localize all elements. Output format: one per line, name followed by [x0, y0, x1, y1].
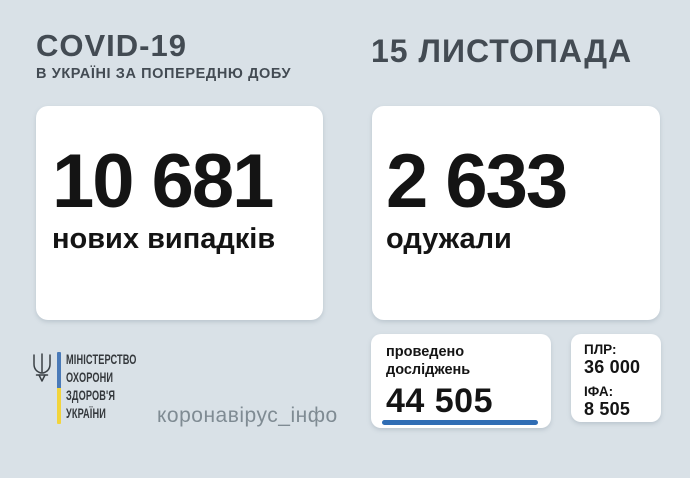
flag-blue-segment — [57, 352, 61, 388]
header-title-block: COVID-19 В УКРАЇНІ ЗА ПОПЕРЕДНЮ ДОБУ — [36, 28, 292, 82]
recovered-label: одужали — [386, 223, 512, 255]
recovered-value: 2 633 — [386, 139, 568, 224]
ministry-line-4: УКРАЇНИ — [65, 406, 106, 421]
flag-bar — [57, 352, 61, 424]
ifa-group: ІФА: 8 505 — [584, 384, 651, 419]
test-types-card: ПЛР: 36 000 ІФА: 8 505 — [571, 334, 661, 422]
recovered-card: 2 633 одужали — [372, 106, 660, 320]
accent-underline — [382, 420, 538, 425]
ministry-logo: МІНІСТЕРСТВО ОХОРОНИ ЗДОРОВ'Я УКРАЇНИ — [30, 349, 169, 424]
trident-icon — [33, 353, 51, 382]
ministry-name: МІНІСТЕРСТВО ОХОРОНИ ЗДОРОВ'Я УКРАЇНИ — [66, 351, 137, 423]
page-subtitle: В УКРАЇНІ ЗА ПОПЕРЕДНЮ ДОБУ — [36, 65, 292, 82]
ministry-line-3: ЗДОРОВ'Я — [65, 388, 115, 403]
page-title: COVID-19 — [36, 28, 187, 63]
new-cases-label: нових випадків — [52, 223, 276, 255]
ifa-label: ІФА: — [584, 384, 614, 399]
tests-value: 44 505 — [386, 382, 493, 420]
flag-yellow-segment — [57, 388, 61, 424]
plr-group: ПЛР: 36 000 — [584, 342, 651, 377]
plr-label: ПЛР: — [584, 342, 617, 357]
tests-label-line-2: досліджень — [386, 362, 471, 378]
ifa-value: 8 505 — [584, 399, 631, 419]
plr-value: 36 000 — [584, 357, 641, 377]
channel-name: коронавірус_інфо — [157, 404, 338, 427]
tests-label-line-1: проведено — [386, 344, 465, 360]
tests-label: проведено досліджень — [386, 343, 537, 379]
new-cases-card: 10 681 нових випадків — [36, 106, 323, 320]
report-date: 15 ЛИСТОПАДА — [371, 33, 633, 69]
ministry-line-1: МІНІСТЕРСТВО — [65, 352, 137, 367]
tests-card: проведено досліджень 44 505 — [371, 334, 551, 428]
ministry-line-2: ОХОРОНИ — [65, 370, 113, 385]
new-cases-value: 10 681 — [52, 139, 274, 224]
